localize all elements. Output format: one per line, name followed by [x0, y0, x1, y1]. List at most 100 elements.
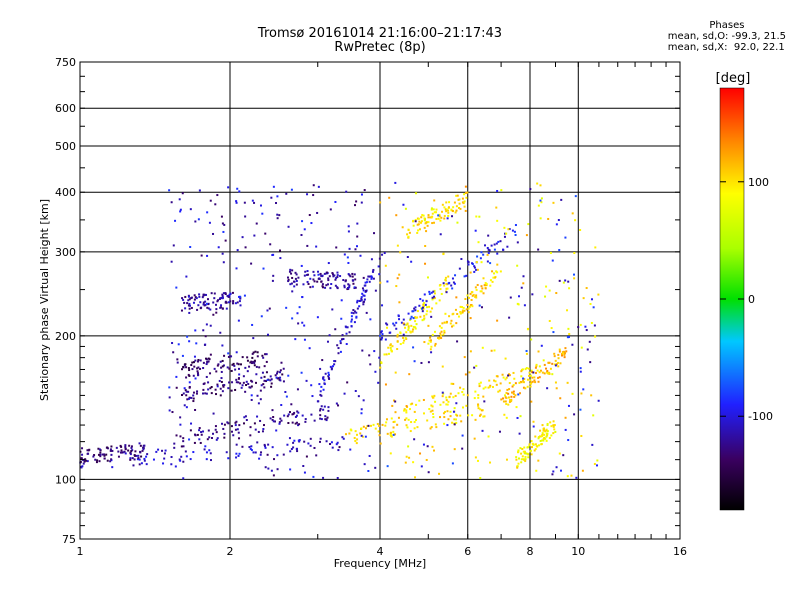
data-point — [539, 429, 542, 432]
data-point — [545, 439, 548, 442]
data-point — [551, 473, 554, 476]
data-point — [341, 334, 344, 337]
data-point — [509, 399, 512, 402]
data-point — [456, 313, 459, 316]
data-point — [465, 274, 468, 277]
data-point — [296, 410, 299, 413]
data-point — [409, 403, 412, 406]
data-point — [363, 294, 366, 297]
data-point — [514, 224, 517, 227]
data-point — [566, 475, 569, 478]
data-point — [539, 199, 542, 202]
data-point — [300, 234, 303, 237]
data-point — [229, 292, 232, 295]
data-point — [521, 368, 524, 371]
data-point — [451, 421, 454, 424]
data-point — [454, 308, 457, 311]
data-point — [120, 449, 123, 452]
data-point — [416, 223, 419, 226]
data-point — [212, 301, 215, 304]
data-point — [162, 462, 165, 465]
data-point — [471, 262, 474, 265]
data-point — [453, 282, 456, 285]
data-point — [482, 277, 485, 280]
data-point — [219, 394, 222, 397]
data-point — [208, 221, 211, 224]
data-point — [331, 272, 334, 275]
data-point — [179, 459, 182, 462]
data-point — [495, 383, 498, 386]
y-tick-label: 75 — [62, 533, 76, 546]
data-point — [419, 315, 422, 318]
data-point — [509, 296, 512, 299]
data-point — [202, 392, 205, 395]
data-point — [217, 363, 220, 366]
data-point — [386, 326, 389, 329]
data-point — [187, 299, 190, 302]
data-point — [324, 418, 327, 421]
data-point — [459, 207, 462, 210]
data-point — [508, 388, 511, 391]
data-point — [109, 448, 112, 451]
data-point — [218, 379, 221, 382]
data-point — [355, 245, 358, 248]
data-point — [195, 392, 198, 395]
data-point — [454, 274, 457, 277]
data-point — [498, 430, 501, 433]
data-point — [423, 302, 426, 305]
data-point — [180, 455, 183, 458]
data-point — [455, 402, 458, 405]
data-point — [182, 445, 185, 448]
data-point — [555, 363, 558, 366]
data-point — [564, 416, 567, 419]
data-point — [303, 471, 306, 474]
data-point — [368, 354, 371, 357]
data-point — [335, 277, 338, 280]
data-point — [440, 292, 443, 295]
data-point — [81, 465, 84, 468]
data-point — [271, 254, 274, 257]
data-point — [216, 300, 219, 303]
data-point — [386, 323, 389, 326]
data-point — [88, 448, 91, 451]
data-point — [188, 438, 191, 441]
data-point — [399, 343, 402, 346]
data-point — [98, 448, 101, 451]
data-point — [209, 308, 212, 311]
data-point — [243, 416, 246, 419]
data-point — [286, 415, 289, 418]
data-point — [568, 287, 571, 290]
data-point — [449, 415, 452, 418]
data-point — [466, 304, 469, 307]
data-point — [442, 401, 445, 404]
data-point — [441, 203, 444, 206]
data-point — [303, 338, 306, 341]
data-point — [196, 390, 199, 393]
data-point — [574, 219, 577, 222]
data-point — [596, 464, 599, 467]
data-point — [184, 307, 187, 310]
data-point — [407, 326, 410, 329]
x-tick-label: 6 — [464, 545, 471, 558]
data-point — [433, 295, 436, 298]
data-point — [499, 270, 502, 273]
data-point — [196, 360, 199, 363]
data-point — [405, 417, 408, 420]
data-point — [427, 324, 430, 327]
data-point — [111, 449, 114, 452]
data-point — [313, 280, 316, 283]
data-point — [470, 304, 473, 307]
data-point — [530, 446, 533, 449]
data-point — [443, 214, 446, 217]
data-point — [533, 449, 536, 452]
data-point — [133, 454, 136, 457]
data-point — [390, 435, 393, 438]
data-point — [558, 350, 561, 353]
data-point — [455, 413, 458, 416]
data-point — [546, 387, 549, 390]
data-point — [381, 423, 384, 426]
data-point — [573, 413, 576, 416]
data-point — [368, 454, 371, 457]
data-point — [416, 310, 419, 313]
